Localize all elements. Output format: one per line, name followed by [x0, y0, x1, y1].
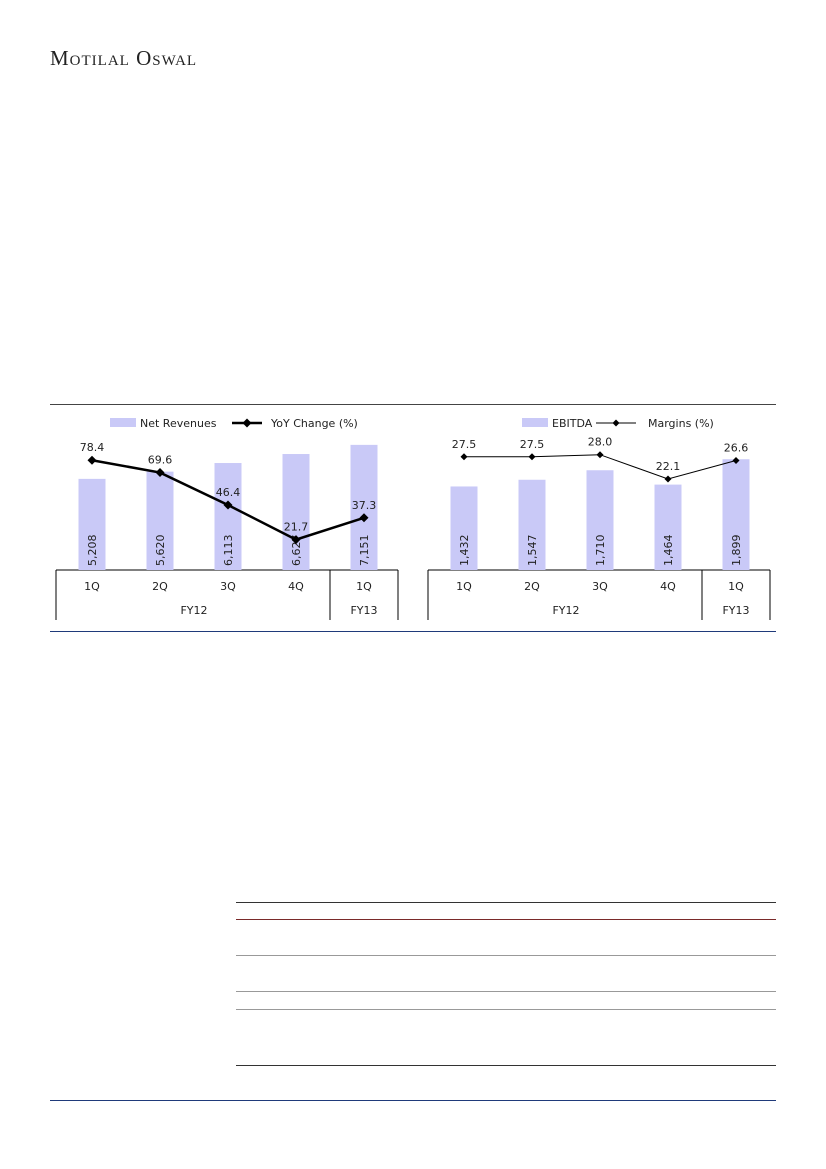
table-rule: [236, 902, 776, 903]
marker: [87, 455, 97, 465]
group-label: FY13: [350, 604, 377, 617]
group-label: FY13: [722, 604, 749, 617]
legend-label: YoY Change (%): [270, 417, 358, 430]
table-rule: [236, 991, 776, 992]
marker: [359, 513, 369, 523]
marker: [664, 475, 672, 483]
line-value-label: 27.5: [520, 438, 545, 451]
bar-value-label: 5,208: [86, 535, 99, 567]
bar-value-label: 1,464: [662, 535, 675, 567]
marker: [291, 535, 301, 545]
marker: [528, 453, 536, 461]
x-tick-label: 1Q: [356, 580, 372, 593]
line-value-label: 46.4: [216, 486, 241, 499]
legend-label: Net Revenues: [140, 417, 217, 430]
marker: [596, 451, 604, 459]
table-rule: [236, 1065, 776, 1066]
x-tick-label: 2Q: [152, 580, 168, 593]
marker: [155, 468, 165, 478]
bar-value-label: 5,620: [154, 535, 167, 567]
line-value-label: 69.6: [148, 454, 173, 467]
bar-value-label: 1,547: [526, 535, 539, 567]
line-value-label: 22.1: [656, 460, 681, 473]
bar-value-label: 6,113: [222, 535, 235, 567]
group-label: FY12: [180, 604, 207, 617]
legend-swatch: [110, 418, 136, 427]
line-value-label: 37.3: [352, 499, 377, 512]
footer-rule: [50, 1100, 776, 1101]
x-tick-label: 3Q: [592, 580, 608, 593]
marker: [732, 456, 740, 464]
x-tick-label: 2Q: [524, 580, 540, 593]
x-tick-label: 1Q: [728, 580, 744, 593]
line-value-label: 27.5: [452, 438, 477, 451]
legend-marker: [242, 418, 252, 428]
bar-value-label: 7,151: [358, 535, 371, 567]
x-tick-label: 3Q: [220, 580, 236, 593]
bar: [722, 459, 750, 570]
legend-marker: [612, 419, 620, 427]
marker: [460, 453, 468, 461]
line-value-label: 28.0: [588, 436, 613, 449]
x-tick-label: 4Q: [288, 580, 304, 593]
marker: [223, 500, 233, 510]
table-rule: [236, 919, 776, 920]
group-label: FY12: [552, 604, 579, 617]
bar: [586, 470, 614, 570]
bar: [518, 479, 546, 570]
legend-label: EBITDA: [552, 417, 593, 430]
line-value-label: 26.6: [724, 441, 749, 454]
bar: [450, 486, 478, 570]
bar: [654, 484, 682, 570]
bar: [214, 463, 242, 570]
brand-logo: Motilal Oswal: [50, 46, 198, 70]
bar-value-label: 1,432: [458, 535, 471, 567]
bar-value-label: 1,899: [730, 535, 743, 567]
table-rule: [236, 1009, 776, 1010]
legend-swatch: [522, 418, 548, 427]
line-value-label: 21.7: [284, 521, 309, 534]
x-tick-label: 1Q: [84, 580, 100, 593]
bar: [78, 478, 106, 570]
bar: [350, 444, 378, 570]
table-rule: [236, 955, 776, 956]
bar-value-label: 6,627: [290, 535, 303, 567]
rule: [50, 404, 776, 405]
bar: [282, 454, 310, 570]
bar-value-label: 1,710: [594, 535, 607, 567]
x-tick-label: 4Q: [660, 580, 676, 593]
line-value-label: 78.4: [80, 441, 105, 454]
bar: [146, 471, 174, 570]
legend-label: Margins (%): [648, 417, 714, 430]
x-tick-label: 1Q: [456, 580, 472, 593]
rule: [50, 631, 776, 632]
